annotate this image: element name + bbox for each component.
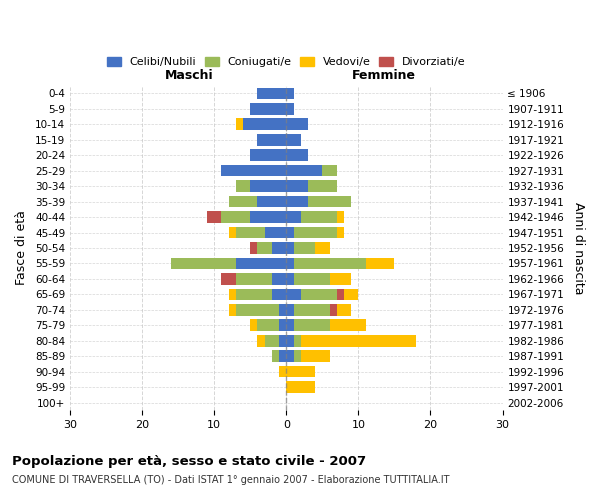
Text: Femmine: Femmine bbox=[352, 70, 416, 82]
Bar bbox=[221, 273, 236, 284]
Bar bbox=[329, 320, 365, 331]
Bar bbox=[337, 226, 344, 238]
Bar bbox=[257, 320, 279, 331]
Bar bbox=[286, 180, 308, 192]
Bar bbox=[272, 242, 286, 254]
Bar bbox=[293, 335, 301, 346]
Bar bbox=[293, 304, 329, 316]
Bar bbox=[236, 118, 243, 130]
Bar bbox=[286, 350, 293, 362]
Bar bbox=[250, 103, 286, 115]
Bar bbox=[229, 196, 257, 207]
Bar bbox=[293, 350, 301, 362]
Bar bbox=[286, 288, 301, 300]
Bar bbox=[344, 288, 358, 300]
Bar bbox=[229, 226, 236, 238]
Bar bbox=[286, 320, 293, 331]
Bar bbox=[293, 273, 329, 284]
Bar bbox=[250, 242, 257, 254]
Bar bbox=[293, 226, 337, 238]
Bar bbox=[286, 335, 293, 346]
Bar bbox=[257, 134, 286, 145]
Bar bbox=[250, 180, 286, 192]
Bar bbox=[286, 150, 308, 161]
Bar bbox=[315, 242, 329, 254]
Bar bbox=[286, 196, 308, 207]
Bar bbox=[236, 304, 279, 316]
Bar bbox=[293, 320, 329, 331]
Bar bbox=[301, 288, 337, 300]
Bar bbox=[337, 211, 344, 223]
Bar bbox=[236, 226, 265, 238]
Bar bbox=[272, 273, 286, 284]
Bar bbox=[257, 335, 265, 346]
Bar bbox=[293, 258, 365, 269]
Bar bbox=[257, 196, 286, 207]
Bar bbox=[171, 258, 236, 269]
Bar bbox=[337, 288, 344, 300]
Bar bbox=[286, 103, 293, 115]
Bar bbox=[286, 366, 315, 378]
Bar bbox=[286, 165, 322, 176]
Bar bbox=[250, 211, 286, 223]
Bar bbox=[286, 304, 293, 316]
Bar bbox=[257, 242, 272, 254]
Bar bbox=[221, 165, 286, 176]
Bar bbox=[286, 273, 293, 284]
Bar bbox=[329, 304, 337, 316]
Y-axis label: Anni di nascita: Anni di nascita bbox=[572, 202, 585, 294]
Bar bbox=[286, 226, 293, 238]
Bar bbox=[286, 88, 293, 99]
Bar bbox=[250, 320, 257, 331]
Bar bbox=[236, 273, 272, 284]
Bar bbox=[272, 288, 286, 300]
Text: Popolazione per età, sesso e stato civile - 2007: Popolazione per età, sesso e stato civil… bbox=[12, 455, 366, 468]
Bar bbox=[236, 258, 286, 269]
Bar bbox=[308, 180, 337, 192]
Bar bbox=[257, 88, 286, 99]
Bar bbox=[250, 150, 286, 161]
Bar bbox=[286, 211, 301, 223]
Bar bbox=[286, 242, 293, 254]
Bar bbox=[286, 382, 315, 393]
Text: COMUNE DI TRAVERSELLA (TO) - Dati ISTAT 1° gennaio 2007 - Elaborazione TUTTITALI: COMUNE DI TRAVERSELLA (TO) - Dati ISTAT … bbox=[12, 475, 449, 485]
Bar bbox=[221, 211, 250, 223]
Bar bbox=[279, 304, 286, 316]
Bar bbox=[265, 226, 286, 238]
Bar bbox=[286, 134, 301, 145]
Bar bbox=[337, 304, 351, 316]
Bar bbox=[308, 196, 351, 207]
Bar bbox=[279, 350, 286, 362]
Bar bbox=[279, 320, 286, 331]
Bar bbox=[243, 118, 286, 130]
Text: Maschi: Maschi bbox=[164, 70, 214, 82]
Bar bbox=[293, 242, 315, 254]
Y-axis label: Fasce di età: Fasce di età bbox=[15, 210, 28, 286]
Bar bbox=[365, 258, 394, 269]
Bar bbox=[265, 335, 279, 346]
Bar bbox=[236, 288, 272, 300]
Bar bbox=[286, 258, 293, 269]
Bar bbox=[322, 165, 337, 176]
Legend: Celibi/Nubili, Coniugati/e, Vedovi/e, Divorziati/e: Celibi/Nubili, Coniugati/e, Vedovi/e, Di… bbox=[103, 52, 470, 72]
Bar bbox=[301, 335, 416, 346]
Bar bbox=[207, 211, 221, 223]
Bar bbox=[301, 350, 329, 362]
Bar bbox=[279, 366, 286, 378]
Bar bbox=[272, 350, 279, 362]
Bar bbox=[286, 118, 308, 130]
Bar bbox=[329, 273, 351, 284]
Bar bbox=[301, 211, 337, 223]
Bar bbox=[236, 180, 250, 192]
Bar bbox=[279, 335, 286, 346]
Bar bbox=[229, 304, 236, 316]
Bar bbox=[229, 288, 236, 300]
